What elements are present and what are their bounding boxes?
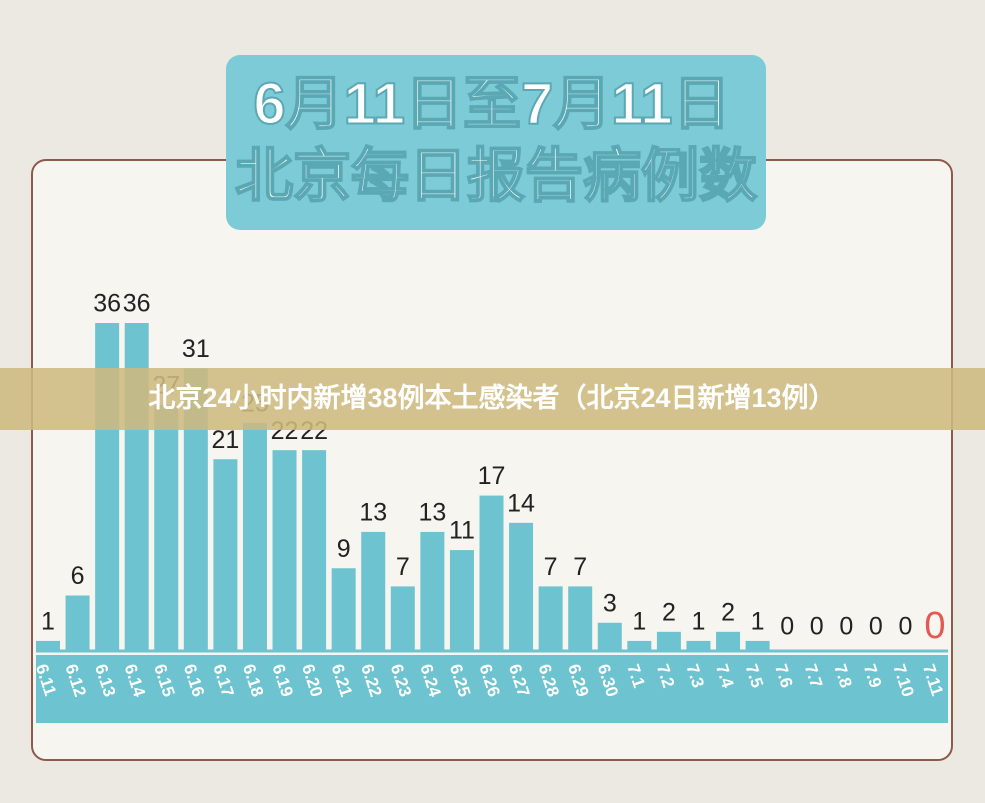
value-label: 14 [507,489,535,517]
bar [154,404,179,650]
bar [420,531,445,650]
value-label: 7 [544,553,558,581]
bar [656,631,681,650]
axis-band [36,655,948,723]
value-label: 13 [359,499,387,527]
value-label: 1 [632,608,646,636]
value-label: 0 [780,613,794,641]
bar [538,586,563,650]
value-label: 0 [839,613,853,641]
value-label: 3 [603,589,617,617]
bar [745,640,770,650]
title-box [226,55,766,230]
bar [449,550,474,650]
bar [568,586,593,650]
bar [302,450,327,650]
value-label: 7 [396,553,410,581]
value-label: 11 [449,517,475,545]
bar [272,450,297,650]
value-label: 0 [924,605,945,647]
value-label: 21 [211,426,239,454]
bar [716,631,741,650]
value-label: 2 [721,598,735,626]
value-label: 1 [751,608,765,636]
value-label: 36 [123,290,151,318]
bar [597,622,622,650]
bar [242,422,267,650]
chart-title: 6月11日至7月11日 [253,71,730,136]
value-label: 0 [810,613,824,641]
value-label: 0 [898,613,912,641]
value-label: 17 [478,462,506,490]
value-label: 36 [93,290,121,318]
value-label: 6 [71,562,85,590]
value-label: 1 [41,608,55,636]
value-label: 1 [692,608,706,636]
bar [390,586,415,650]
bar [331,568,356,650]
bar [627,640,652,650]
bar [213,459,238,650]
bar [65,595,90,650]
bar [509,522,534,650]
banner-text: 北京24小时内新增38例本土感染者（北京24日新增13例） [148,382,835,413]
value-label: 2 [662,598,676,626]
bar [479,495,504,650]
bar [361,531,386,650]
value-label: 13 [418,499,446,527]
value-label: 31 [182,335,210,363]
bar [686,640,711,650]
chart-subtitle: 北京每日报告病例数 [235,143,757,208]
value-label: 0 [869,613,883,641]
value-label: 7 [573,553,587,581]
bar [36,640,60,650]
banner [0,368,985,430]
value-label: 9 [337,535,351,563]
